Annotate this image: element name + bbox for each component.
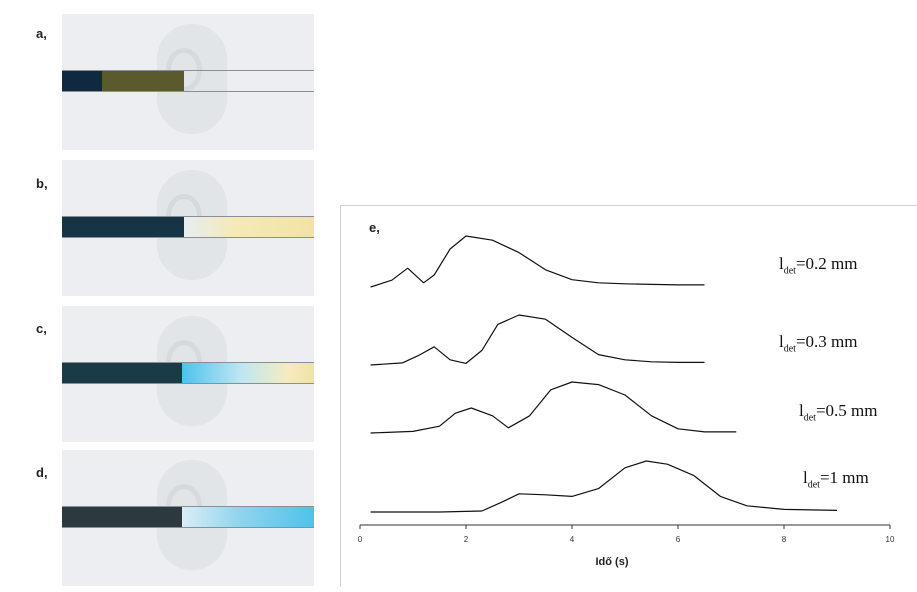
panel-b-photo	[62, 160, 314, 296]
series-label-value: =1 mm	[819, 468, 869, 487]
x-tick-label: 10	[886, 535, 895, 544]
series-label-4: ldet=1 mm	[803, 468, 869, 490]
dark-blue-segment	[62, 71, 102, 91]
capillary-tube	[62, 216, 314, 238]
series-label-subscript: det	[783, 265, 796, 277]
olive-segment	[102, 71, 184, 91]
x-tick-label: 8	[782, 535, 787, 544]
panel-d-label: d,	[36, 465, 48, 480]
dark-blue-segment	[62, 363, 182, 383]
series-label-subscript: det	[807, 479, 820, 491]
series-label-1: ldet=0.2 mm	[779, 254, 858, 276]
line-chart: e, 0 2 4 6 8 10 Idő (s)	[358, 220, 895, 568]
blue-yellow-segment	[182, 363, 314, 383]
series-label-3: ldet=0.5 mm	[799, 401, 878, 423]
panel-a-photo	[62, 14, 314, 150]
series-label-value: =0.3 mm	[795, 332, 858, 351]
series-label-value: =0.5 mm	[815, 401, 878, 420]
series-line-1	[370, 235, 705, 288]
chart-panel-label: e,	[369, 220, 380, 235]
x-tick-label: 4	[570, 535, 575, 544]
capillary-tube	[62, 362, 314, 384]
series-line-3	[370, 381, 737, 434]
chart-panel: e, 0 2 4 6 8 10 Idő (s) ldet=0.2 mm ldet=0.3 m…	[340, 205, 917, 587]
series-label-subscript: det	[783, 343, 796, 355]
panel-a-label: a,	[36, 26, 47, 41]
panel-b-label: b,	[36, 176, 48, 191]
series-label-main: l	[803, 468, 808, 487]
x-tick-label: 0	[358, 535, 363, 544]
panel-d-photo	[62, 450, 314, 586]
dark-gray-segment	[62, 507, 182, 527]
series-label-value: =0.2 mm	[795, 254, 858, 273]
capillary-tube	[62, 506, 314, 528]
x-tick-label: 6	[676, 535, 681, 544]
light-yellow-segment	[184, 217, 314, 237]
series-label-main: l	[779, 254, 784, 273]
series-line-2	[370, 314, 705, 366]
series-label-main: l	[779, 332, 784, 351]
series-label-subscript: det	[803, 412, 816, 424]
panel-c-photo	[62, 306, 314, 442]
series-label-2: ldet=0.3 mm	[779, 332, 858, 354]
capillary-tube	[62, 70, 314, 92]
light-blue-segment	[182, 507, 314, 527]
dark-blue-segment	[62, 217, 184, 237]
x-tick-label: 2	[464, 535, 469, 544]
x-axis-label: Idő (s)	[596, 556, 629, 568]
series-label-main: l	[799, 401, 804, 420]
panel-c-label: c,	[36, 321, 47, 336]
series-line-4	[370, 460, 838, 513]
